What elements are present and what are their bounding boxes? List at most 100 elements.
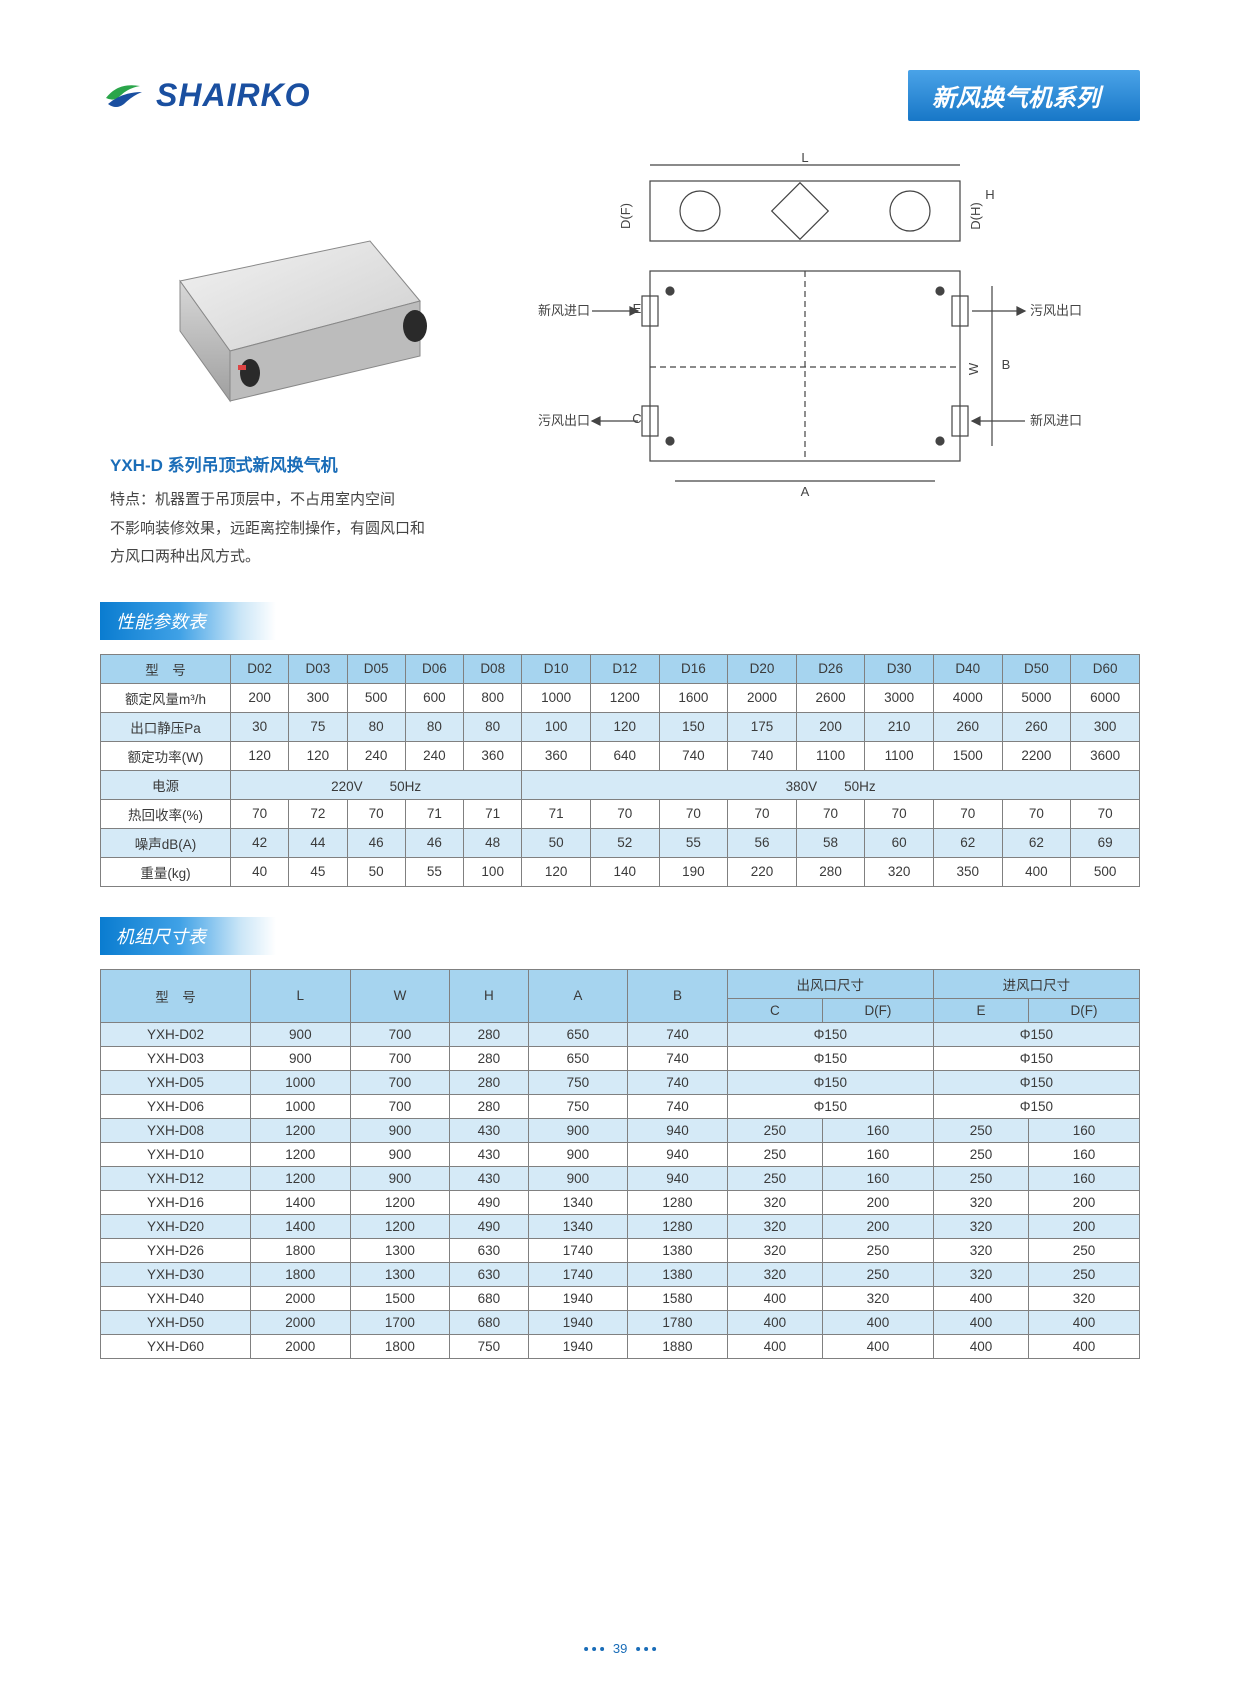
row-label: 重量(kg) — [101, 857, 231, 886]
table-cell: 75 — [289, 712, 347, 741]
table-cell: 400 — [727, 1286, 822, 1310]
table-header-cell: D20 — [728, 654, 797, 683]
table-cell: 200 — [231, 683, 289, 712]
table-cell: Φ150 — [933, 1022, 1139, 1046]
perf-section-header: 性能参数表 — [100, 602, 276, 640]
table-header-cell: D16 — [659, 654, 728, 683]
table-cell: 900 — [528, 1118, 628, 1142]
table-cell: 320 — [1029, 1286, 1140, 1310]
table-header-cell: A — [528, 969, 628, 1022]
table-cell: 260 — [1002, 712, 1071, 741]
table-cell: 250 — [1029, 1262, 1140, 1286]
row-label: 噪声dB(A) — [101, 828, 231, 857]
table-cell: 70 — [1002, 799, 1071, 828]
table-header-cell: D06 — [405, 654, 463, 683]
table-cell: 430 — [450, 1142, 528, 1166]
table-cell: 380V 50Hz — [522, 770, 1140, 799]
page-number: 39 — [576, 1639, 664, 1659]
table-cell: 750 — [528, 1070, 628, 1094]
table-cell: 800 — [464, 683, 522, 712]
table-cell: 900 — [251, 1046, 351, 1070]
table-cell: 160 — [1029, 1118, 1140, 1142]
table-cell: 70 — [1071, 799, 1140, 828]
table-cell: 2000 — [251, 1286, 351, 1310]
table-cell: 700 — [350, 1046, 450, 1070]
table-cell: 320 — [727, 1190, 822, 1214]
table-header-cell: D10 — [522, 654, 591, 683]
table-cell: 740 — [628, 1070, 728, 1094]
table-cell: 200 — [1029, 1214, 1140, 1238]
product-description: 特点：机器置于吊顶层中，不占用室内空间 不影响装修效果，远距离控制操作，有圆风口… — [110, 486, 480, 572]
svg-text:39: 39 — [613, 1641, 627, 1656]
table-cell: 62 — [1002, 828, 1071, 857]
table-cell: 200 — [796, 712, 865, 741]
table-cell: 1500 — [350, 1286, 450, 1310]
table-cell: 240 — [347, 741, 405, 770]
table-cell: 46 — [405, 828, 463, 857]
table-header-cell: D08 — [464, 654, 522, 683]
table-cell: 320 — [933, 1238, 1028, 1262]
svg-text:新风进口: 新风进口 — [1030, 413, 1082, 428]
row-label: YXH-D05 — [101, 1070, 251, 1094]
table-header-cell: 型 号 — [101, 969, 251, 1022]
table-cell: 260 — [933, 712, 1002, 741]
dimensions-table: 型 号LWHAB出风口尺寸进风口尺寸CD(F)ED(F)YXH-D0290070… — [100, 969, 1140, 1359]
table-cell: Φ150 — [727, 1022, 933, 1046]
table-cell: 320 — [727, 1262, 822, 1286]
table-cell: 42 — [231, 828, 289, 857]
table-cell: 400 — [1002, 857, 1071, 886]
table-cell: 70 — [865, 799, 934, 828]
table-cell: 1740 — [528, 1238, 628, 1262]
table-cell: 62 — [933, 828, 1002, 857]
table-cell: 650 — [528, 1022, 628, 1046]
table-cell: 740 — [628, 1094, 728, 1118]
table-cell: 740 — [659, 741, 728, 770]
table-cell: 280 — [450, 1070, 528, 1094]
row-label: YXH-D60 — [101, 1334, 251, 1358]
table-header-cell: W — [350, 969, 450, 1022]
table-cell: 70 — [728, 799, 797, 828]
table-header-cell: D12 — [590, 654, 659, 683]
table-cell: 100 — [522, 712, 591, 741]
table-cell: 120 — [522, 857, 591, 886]
row-label: YXH-D50 — [101, 1310, 251, 1334]
table-cell: 1780 — [628, 1310, 728, 1334]
table-cell: 400 — [933, 1286, 1028, 1310]
table-cell: 250 — [823, 1262, 934, 1286]
row-label: 额定风量m³/h — [101, 683, 231, 712]
table-cell: 55 — [659, 828, 728, 857]
table-cell: 320 — [727, 1214, 822, 1238]
table-cell: 900 — [528, 1166, 628, 1190]
table-cell: 400 — [727, 1334, 822, 1358]
table-cell: 40 — [231, 857, 289, 886]
table-cell: 940 — [628, 1142, 728, 1166]
table-cell: 1200 — [251, 1142, 351, 1166]
table-cell: 200 — [1029, 1190, 1140, 1214]
table-header-cell: B — [628, 969, 728, 1022]
table-cell: 120 — [289, 741, 347, 770]
table-cell: Φ150 — [727, 1094, 933, 1118]
table-header-cell: D05 — [347, 654, 405, 683]
table-header-cell: 型 号 — [101, 654, 231, 683]
brand-name: SHAIRKO — [156, 77, 311, 114]
table-cell: 250 — [727, 1166, 822, 1190]
table-cell: 120 — [231, 741, 289, 770]
table-cell: 48 — [464, 828, 522, 857]
table-cell: 1300 — [350, 1238, 450, 1262]
table-cell: 700 — [350, 1094, 450, 1118]
table-cell: 70 — [231, 799, 289, 828]
row-label: 出口静压Pa — [101, 712, 231, 741]
row-label: 电源 — [101, 770, 231, 799]
table-cell: 680 — [450, 1310, 528, 1334]
table-cell: 900 — [251, 1022, 351, 1046]
table-cell: 160 — [823, 1118, 934, 1142]
svg-text:D(H): D(H) — [968, 202, 983, 229]
svg-text:污风出口: 污风出口 — [538, 413, 590, 428]
table-cell: 1340 — [528, 1190, 628, 1214]
table-cell: 1800 — [251, 1238, 351, 1262]
product-photo — [120, 151, 450, 431]
table-cell: 680 — [450, 1286, 528, 1310]
row-label: YXH-D16 — [101, 1190, 251, 1214]
table-cell: 360 — [522, 741, 591, 770]
table-cell: 69 — [1071, 828, 1140, 857]
